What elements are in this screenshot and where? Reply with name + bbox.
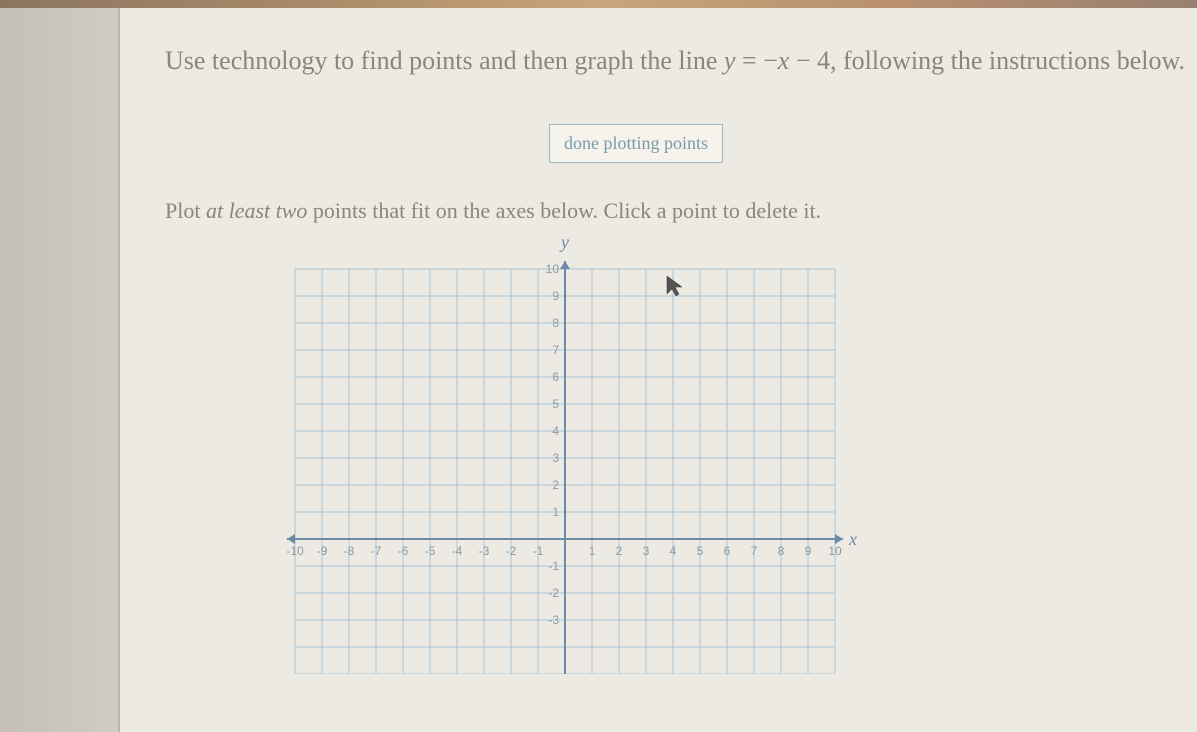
instruction-prefix: Use technology to find points and then g… <box>165 46 724 75</box>
browser-top-bar <box>0 0 1197 8</box>
svg-text:9: 9 <box>805 544 812 558</box>
svg-text:6: 6 <box>552 370 559 384</box>
svg-text:-8: -8 <box>344 544 355 558</box>
done-button-container: done plotting points <box>120 124 1152 163</box>
svg-text:6: 6 <box>724 544 731 558</box>
svg-text:8: 8 <box>552 316 559 330</box>
instruction-suffix: , following the instructions below. <box>830 46 1185 75</box>
plot-text-italic: at least two <box>206 198 307 223</box>
svg-text:-2: -2 <box>506 544 517 558</box>
svg-text:-9: -9 <box>317 544 328 558</box>
x-axis-label: x <box>849 529 857 550</box>
done-plotting-button[interactable]: done plotting points <box>549 124 723 163</box>
svg-text:3: 3 <box>552 451 559 465</box>
plot-instruction: Plot at least two points that fit on the… <box>165 198 1197 224</box>
svg-text:2: 2 <box>616 544 623 558</box>
svg-text:10: 10 <box>828 544 842 558</box>
svg-text:-6: -6 <box>398 544 409 558</box>
svg-text:8: 8 <box>778 544 785 558</box>
svg-text:-2: -2 <box>548 586 559 600</box>
svg-text:3: 3 <box>643 544 650 558</box>
svg-text:-7: -7 <box>371 544 382 558</box>
svg-text:7: 7 <box>552 343 559 357</box>
svg-text:-5: -5 <box>425 544 436 558</box>
graph-svg[interactable]: 10 9 8 7 6 5 4 3 2 1 -1 -2 -3 -10 -9 -8 -7 -6 -5 -4 -3 -2 -1 1 2… <box>275 254 855 674</box>
svg-text:5: 5 <box>552 397 559 411</box>
plot-text-2: points that fit on the axes below. Click… <box>307 198 821 223</box>
svg-text:9: 9 <box>552 289 559 303</box>
page-left-margin <box>0 8 120 732</box>
svg-text:-4: -4 <box>452 544 463 558</box>
equation-neg: − <box>763 46 778 75</box>
svg-text:1: 1 <box>589 544 596 558</box>
svg-text:7: 7 <box>751 544 758 558</box>
svg-text:2: 2 <box>552 478 559 492</box>
svg-text:10: 10 <box>546 262 560 276</box>
svg-text:-3: -3 <box>479 544 490 558</box>
coordinate-plane[interactable]: 10 9 8 7 6 5 4 3 2 1 -1 -2 -3 -10 -9 -8 -7 -6 -5 -4 -3 -2 -1 1 2… <box>275 254 855 674</box>
svg-text:-1: -1 <box>548 559 559 573</box>
equation-lhs: y <box>724 46 736 75</box>
plot-text-1: Plot <box>165 198 206 223</box>
svg-text:4: 4 <box>552 424 559 438</box>
y-axis-label: y <box>561 232 569 253</box>
svg-text:4: 4 <box>670 544 677 558</box>
main-content: Use technology to find points and then g… <box>120 8 1197 732</box>
svg-text:5: 5 <box>697 544 704 558</box>
svg-text:-3: -3 <box>548 613 559 627</box>
question-instruction: Use technology to find points and then g… <box>165 43 1197 79</box>
equation-const: − 4 <box>789 46 830 75</box>
svg-text:-1: -1 <box>533 544 544 558</box>
svg-text:-10: -10 <box>286 544 304 558</box>
equation-eq: = <box>735 46 763 75</box>
svg-text:1: 1 <box>552 505 559 519</box>
equation-var: x <box>778 46 790 75</box>
